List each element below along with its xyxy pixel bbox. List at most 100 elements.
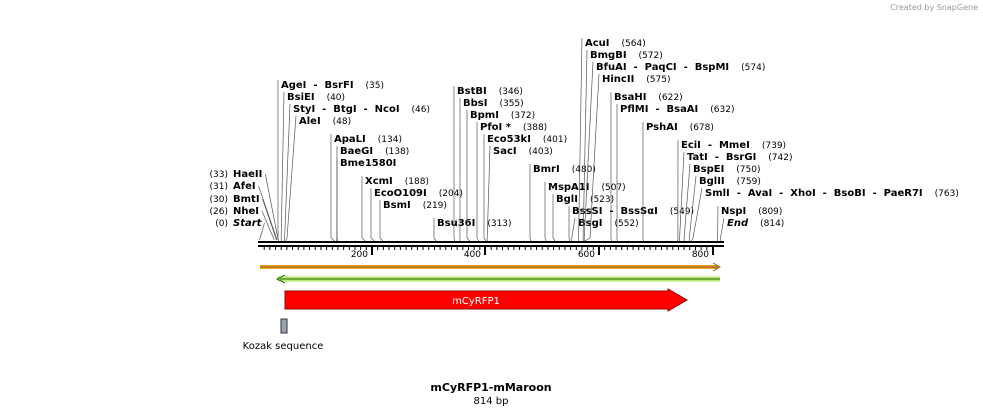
leader-tail: [477, 238, 479, 241]
site-position: (48): [333, 117, 351, 127]
site-position: (739): [762, 141, 786, 151]
leader-tail: [331, 238, 335, 241]
enzyme-name: SacI: [493, 146, 517, 157]
enzyme-name: XcmI: [365, 176, 393, 187]
site-position: (763): [935, 189, 959, 199]
site-position: (632): [710, 105, 734, 115]
enzyme-name: EcoO109I: [374, 188, 427, 199]
leader-tail: [434, 238, 436, 241]
kozak-label: Kozak sequence: [243, 341, 324, 352]
ruler-label: 800: [692, 250, 709, 260]
site-position: (313): [487, 219, 511, 229]
enzyme-name: End: [727, 218, 749, 229]
enzyme-name: BglII: [699, 176, 725, 187]
enzyme-name: BpmI: [470, 110, 499, 121]
leader-line: [265, 174, 278, 240]
site-position: (388): [523, 123, 547, 133]
leader-line: [285, 104, 290, 238]
enzyme-name: BssSI - BssSαI: [572, 206, 658, 217]
site-position: (622): [658, 93, 682, 103]
enzyme-name: AleI: [299, 116, 321, 127]
cds-label: mCyRFP1: [452, 296, 500, 307]
site-position: (742): [768, 153, 792, 163]
leader-line: [720, 218, 724, 238]
leader-tail: [545, 238, 546, 241]
site-position: (574): [741, 63, 765, 73]
site-position: (219): [423, 201, 447, 211]
site-position: (572): [639, 51, 663, 61]
enzyme-name: BbsI: [463, 98, 487, 109]
enzyme-name: BfuAI - PaqCI - BspMI: [596, 62, 729, 73]
ruler-label: 400: [464, 250, 481, 260]
ruler-label: 600: [578, 250, 595, 260]
enzyme-name: BspEI: [693, 164, 724, 175]
leader-line: [281, 92, 284, 238]
site-position: (750): [736, 165, 760, 175]
enzyme-name: PfoI *: [480, 122, 512, 133]
leader-line: [680, 152, 684, 238]
enzyme-name: SmlI - AvaI - XhoI - BsoBI - PaeR7I: [705, 188, 923, 199]
site-label: BsgI (552): [572, 218, 639, 241]
map-length: 814 bp: [474, 396, 509, 407]
site-position: (0): [215, 219, 228, 229]
enzyme-name: BmrI: [533, 164, 560, 175]
leader-tail: [553, 238, 555, 241]
enzyme-name: Bsu36I: [437, 218, 475, 229]
leader-line: [259, 186, 277, 240]
leader-tail: [362, 238, 365, 241]
site-position: (30): [210, 195, 228, 205]
leader-tail: [585, 238, 590, 241]
site-position: (134): [378, 135, 402, 145]
kozak-box: [281, 319, 287, 333]
primer-feature: [260, 263, 720, 271]
site-position: (188): [405, 177, 429, 187]
enzyme-name: AfeI: [233, 181, 256, 192]
site-label: (30) BmtI: [210, 194, 277, 240]
enzyme-name: BsgI: [578, 218, 602, 229]
site-position: (575): [646, 75, 670, 85]
site-position: (138): [385, 147, 409, 157]
leader-line: [693, 188, 702, 238]
site-position: (355): [499, 99, 523, 109]
site-label: Bsu36I (313): [434, 218, 512, 241]
enzyme-name: NspI: [721, 206, 746, 217]
site-position: (401): [543, 135, 567, 145]
enzyme-name: AgeI - BsrFI: [281, 80, 354, 91]
site-position: (759): [737, 177, 761, 187]
enzyme-name: BstBI: [457, 86, 487, 97]
enzyme-name: PshAI: [646, 122, 678, 133]
leader-tail: [371, 238, 374, 241]
leader-tail: [484, 238, 486, 241]
leader-line: [572, 218, 575, 238]
enzyme-name: BmtI: [233, 194, 260, 205]
site-position: (26): [210, 207, 228, 217]
site-position: (814): [760, 219, 784, 229]
enzyme-name: ApaLI: [334, 134, 366, 145]
site-position: (33): [210, 170, 228, 180]
site-position: (552): [614, 219, 638, 229]
enzyme-name: BglI: [556, 194, 578, 205]
enzyme-name: MspA1I: [548, 182, 589, 193]
leader-line: [684, 164, 690, 238]
leader-tail: [569, 238, 570, 241]
site-position: (523): [590, 195, 614, 205]
site-position: (40): [327, 93, 345, 103]
site-position: (678): [690, 123, 714, 133]
site-label: (0)Start: [215, 218, 264, 240]
leader-tail: [692, 238, 693, 241]
leader-tail: [454, 238, 455, 241]
green-feature: [277, 275, 720, 283]
site-position: (564): [622, 39, 646, 49]
enzyme-name: EciI - MmeI: [681, 140, 750, 151]
enzyme-name: AcuI: [585, 38, 610, 49]
site-label: EcoO109I(204): [371, 188, 463, 241]
leader-tail: [380, 238, 383, 241]
leader-tail: [530, 238, 531, 241]
enzyme-name: HincII: [602, 74, 634, 85]
ruler-label: 200: [351, 250, 368, 260]
enzyme-name: TatI - BsrGI: [687, 152, 756, 163]
enzyme-name: BsiEI: [287, 92, 315, 103]
enzyme-name: Eco53kI: [487, 134, 531, 145]
site-position: (480): [572, 165, 596, 175]
